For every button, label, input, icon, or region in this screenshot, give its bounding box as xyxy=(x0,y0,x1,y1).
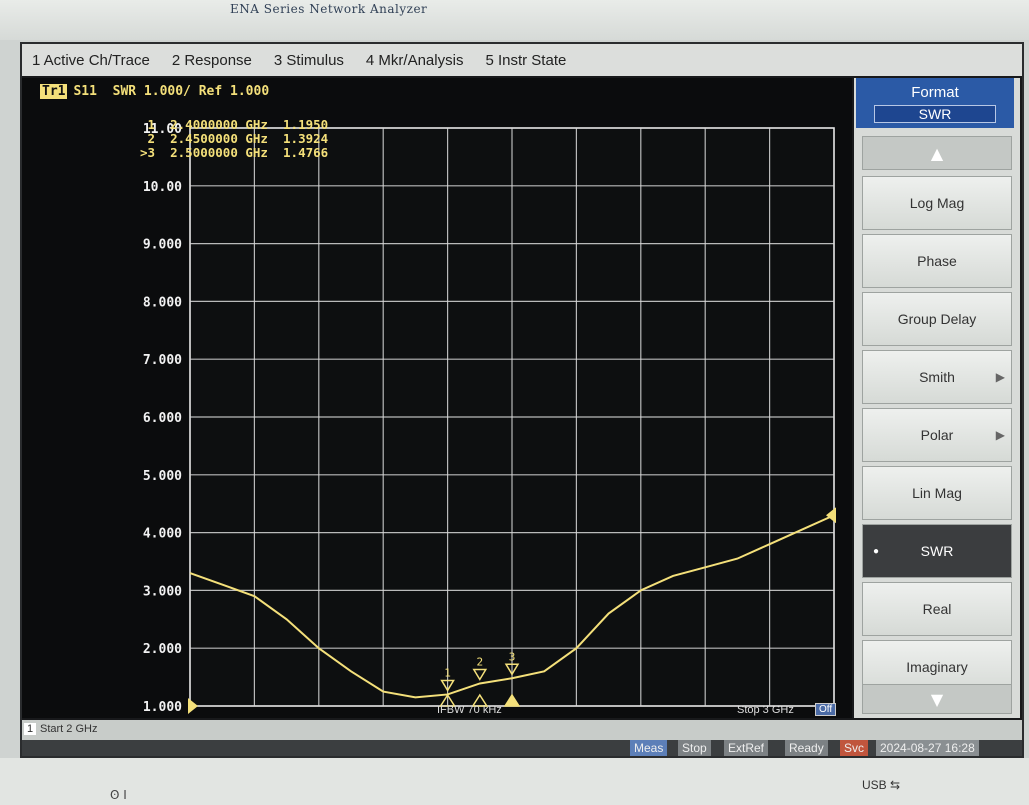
instrument-brand: ENA Series Network Analyzer xyxy=(230,2,428,16)
y-tick-label: 8.000 xyxy=(143,295,182,310)
marker-number: 2 xyxy=(476,655,483,668)
y-tick-label: 5.000 xyxy=(143,469,182,484)
swr-trace-line xyxy=(189,514,835,699)
softkey-log-mag[interactable]: Log Mag xyxy=(862,176,1012,230)
softkey-swr[interactable]: ● SWR xyxy=(862,524,1012,578)
y-tick-label: 4.000 xyxy=(143,527,182,542)
swr-chart: 11.00 10.00 9.000 8.000 7.000 6.000 5.000 4.000… xyxy=(143,122,836,715)
softkey-title: Format SWR xyxy=(856,78,1014,128)
trace-settings: S11 SWR 1.000/ Ref 1.000 xyxy=(73,84,270,99)
instrument-status-bar: Meas Stop ExtRef Ready Svc 2024-08-27 16… xyxy=(22,740,1022,756)
status-meas: Meas xyxy=(630,740,668,756)
softkey-title-label: Format xyxy=(911,84,959,101)
softkey-panel: Format SWR ▲ Log Mag Phase Group Delay S… xyxy=(854,78,1020,718)
menu-mkr-analysis[interactable]: 4 Mkr/Analysis xyxy=(365,51,464,69)
scroll-down-button[interactable]: ▼ xyxy=(862,684,1012,714)
ifbw-label: IFBW 70 kHz xyxy=(437,704,502,716)
y-tick-label: 7.000 xyxy=(143,353,182,368)
marker-triangle-trace xyxy=(504,663,520,676)
y-tick-label: 6.000 xyxy=(143,411,182,426)
status-ready: Ready xyxy=(785,740,828,756)
plot-region[interactable]: 11.00 10.00 9.000 8.000 7.000 6.000 5.000 4.000… xyxy=(22,78,852,718)
trace-tag[interactable]: Tr1 xyxy=(40,84,68,99)
trace-header: Tr1 S11 SWR 1.000/ Ref 1.000 xyxy=(40,84,269,99)
status-datetime: 2024-08-27 16:28 xyxy=(876,740,979,756)
y-tick-label: 2.000 xyxy=(143,642,182,657)
status-extref: ExtRef xyxy=(724,740,769,756)
marker-row-1: 1 2.4000000 GHz 1.1950 xyxy=(147,117,329,132)
off-indicator[interactable]: Off xyxy=(815,703,837,716)
trace-end-marker xyxy=(826,507,836,524)
scroll-up-button[interactable]: ▲ xyxy=(862,136,1012,170)
marker-triangle-trace xyxy=(440,679,455,692)
menu-bar: 1 Active Ch/Trace 2 Response 3 Stimulus … xyxy=(22,44,1022,76)
menu-response[interactable]: 2 Response xyxy=(171,51,252,69)
power-switch-icon[interactable]: ʘ I xyxy=(110,788,127,802)
analyzer-screen: 1 Active Ch/Trace 2 Response 3 Stimulus … xyxy=(20,42,1024,758)
marker-triangle-bottom xyxy=(503,693,521,707)
usb-port[interactable]: USB ⇆ xyxy=(862,778,901,792)
softkey-phase[interactable]: Phase xyxy=(862,234,1012,288)
marker-readout: 1 2.4000000 GHz 1.1950 2 2.4500000 GHz 1… xyxy=(140,118,328,160)
stop-frequency: Stop 3 GHz xyxy=(737,704,794,716)
softkey-current-format: SWR xyxy=(874,105,996,123)
softkey-group-delay[interactable]: Group Delay xyxy=(862,292,1012,346)
menu-stimulus[interactable]: 3 Stimulus xyxy=(273,51,344,69)
marker-number: 1 xyxy=(444,666,451,679)
channel-status-line: 1 Start 2 GHz IFBW 70 kHz Stop 3 GHz Off xyxy=(22,703,1022,740)
up-arrow-icon: ▲ xyxy=(930,143,944,163)
y-tick-label: 9.000 xyxy=(143,238,182,253)
marker-triangle-trace xyxy=(472,668,488,681)
menu-instr-state[interactable]: 5 Instr State xyxy=(485,51,567,69)
y-tick-label: 1.000 xyxy=(143,700,182,715)
channel-number: 1 xyxy=(24,723,37,735)
usb-icon: ⇆ xyxy=(890,778,901,792)
marker-row-3: >3 2.5000000 GHz 1.4766 xyxy=(140,145,329,160)
softkey-polar[interactable]: Polar ▶ xyxy=(862,408,1012,462)
status-svc: Svc xyxy=(840,740,869,756)
down-arrow-icon: ▼ xyxy=(930,689,944,709)
selected-dot-icon: ● xyxy=(873,545,880,557)
marker-triangle-bottom xyxy=(471,693,489,707)
submenu-arrow-icon: ▶ xyxy=(995,370,1005,384)
submenu-arrow-icon: ▶ xyxy=(995,428,1005,442)
instrument-bezel-top: ENA Series Network Analyzer xyxy=(0,0,1029,40)
reference-level-marker xyxy=(188,698,198,714)
marker-row-2: 2 2.4500000 GHz 1.3924 xyxy=(147,131,329,146)
menu-active-ch-trace[interactable]: 1 Active Ch/Trace xyxy=(32,51,150,69)
marker-number: 3 xyxy=(509,650,516,663)
status-stop: Stop xyxy=(678,740,711,756)
y-tick-label: 10.00 xyxy=(143,180,182,195)
y-tick-label: 3.000 xyxy=(143,584,182,599)
softkey-lin-mag[interactable]: Lin Mag xyxy=(862,466,1012,520)
marker-triangle-bottom xyxy=(439,693,456,707)
instrument-bezel-bottom: ʘ I USB ⇆ xyxy=(0,758,1029,805)
softkey-smith[interactable]: Smith ▶ xyxy=(862,350,1012,404)
softkey-real[interactable]: Real xyxy=(862,582,1012,636)
start-frequency: Start 2 GHz xyxy=(40,723,98,735)
y-tick-label: 11.00 xyxy=(143,122,182,137)
